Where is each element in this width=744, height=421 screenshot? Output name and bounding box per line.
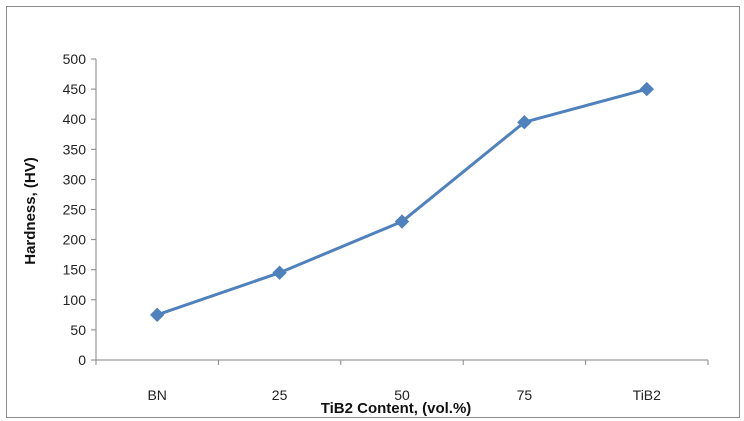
data-point-marker	[272, 265, 287, 280]
y-tick-label: 400	[63, 111, 87, 127]
x-axis-title: TiB2 Content, (vol.%)	[321, 400, 472, 417]
y-tick-label: 250	[63, 202, 87, 218]
data-point-marker	[394, 214, 410, 229]
y-axis: 0 50 100 150 200 250 300 350 400 450 500	[63, 51, 97, 368]
y-tick-label: 0	[78, 352, 86, 368]
series-line	[156, 87, 648, 317]
x-tick-label: 50	[394, 387, 410, 403]
data-point-marker	[149, 307, 165, 323]
y-tick-label: 300	[63, 171, 87, 187]
y-tick-label: 350	[63, 141, 87, 157]
y-tick-label: 100	[63, 292, 87, 308]
x-tick-label: TiB2	[633, 387, 661, 403]
chart-frame	[6, 6, 740, 418]
data-point-marker	[639, 81, 655, 97]
x-tick-label: 25	[272, 387, 288, 403]
series-hardness	[149, 81, 655, 323]
y-tick-label: 450	[63, 81, 87, 97]
y-tick-label: 50	[70, 322, 86, 338]
y-tick-label: 150	[63, 262, 87, 278]
y-axis-title: Hardness, (HV)	[22, 157, 39, 265]
data-point-marker	[517, 115, 532, 130]
x-axis: BN 25 50 75 TiB2	[95, 359, 709, 403]
x-tick-label: BN	[147, 387, 166, 403]
y-tick-label: 200	[63, 232, 87, 248]
x-tick-label: 75	[517, 387, 533, 403]
y-tick-label: 500	[63, 51, 87, 67]
